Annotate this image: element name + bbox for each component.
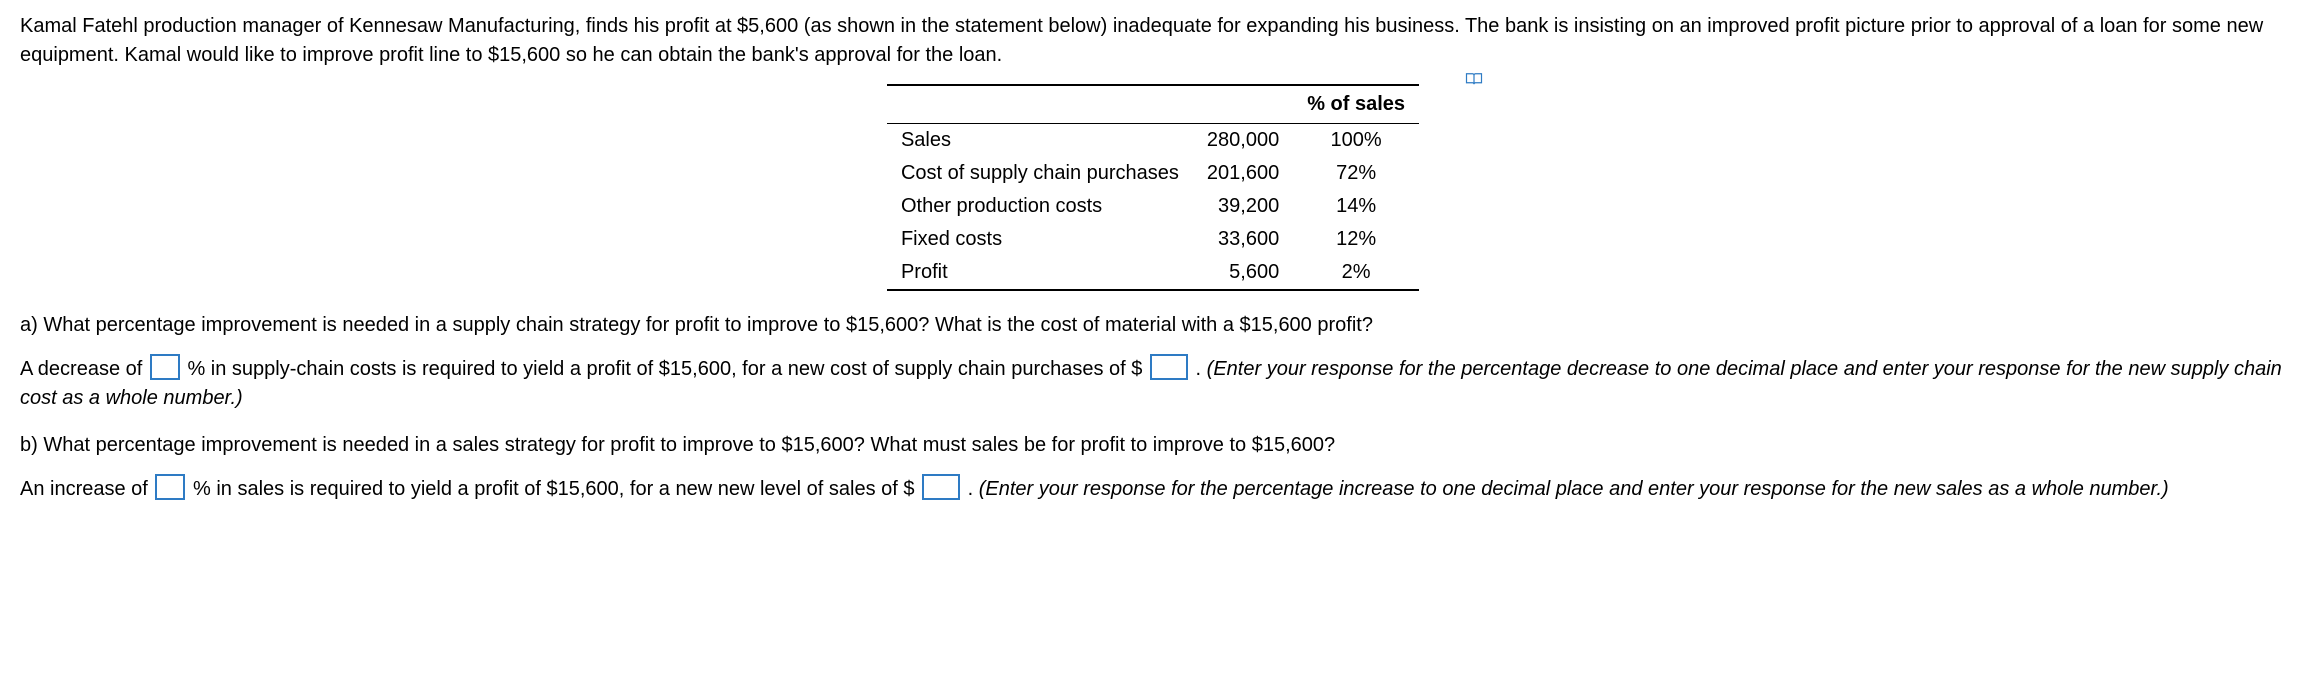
col-pct-header: % of sales bbox=[1293, 85, 1419, 124]
table-row: Cost of supply chain purchases 201,600 7… bbox=[887, 157, 1419, 190]
blank-new-supply-cost[interactable] bbox=[1150, 354, 1188, 380]
blank-percent-increase[interactable] bbox=[155, 474, 185, 500]
text-segment: . bbox=[968, 478, 979, 500]
answer-line-a: A decrease of % in supply-chain costs is… bbox=[20, 354, 2286, 413]
col-label-header bbox=[887, 85, 1193, 124]
row-label: Profit bbox=[887, 256, 1193, 290]
row-value: 280,000 bbox=[1193, 124, 1293, 158]
text-segment: % in sales is required to yield a profit… bbox=[193, 478, 915, 500]
row-pct: 2% bbox=[1293, 256, 1419, 290]
text-segment: A decrease of bbox=[20, 358, 148, 380]
row-value: 5,600 bbox=[1193, 256, 1293, 290]
blank-new-sales[interactable] bbox=[922, 474, 960, 500]
row-label: Other production costs bbox=[887, 190, 1193, 223]
table-row: Fixed costs 33,600 12% bbox=[887, 223, 1419, 256]
row-pct: 12% bbox=[1293, 223, 1419, 256]
row-label: Fixed costs bbox=[887, 223, 1193, 256]
hint-b: (Enter your response for the percentage … bbox=[979, 478, 2169, 500]
table-row: Sales 280,000 100% bbox=[887, 124, 1419, 158]
row-label: Cost of supply chain purchases bbox=[887, 157, 1193, 190]
row-pct: 72% bbox=[1293, 157, 1419, 190]
table-row: Other production costs 39,200 14% bbox=[887, 190, 1419, 223]
row-value: 201,600 bbox=[1193, 157, 1293, 190]
blank-percent-decrease[interactable] bbox=[150, 354, 180, 380]
table-row: Profit 5,600 2% bbox=[887, 256, 1419, 290]
row-label: Sales bbox=[887, 124, 1193, 158]
income-statement-table-wrap: % of sales Sales 280,000 100% Cost of su… bbox=[20, 84, 2286, 291]
row-value: 39,200 bbox=[1193, 190, 1293, 223]
row-pct: 100% bbox=[1293, 124, 1419, 158]
reference-icon[interactable] bbox=[1465, 66, 1483, 80]
question-a: a) What percentage improvement is needed… bbox=[20, 311, 2286, 340]
income-statement-table: % of sales Sales 280,000 100% Cost of su… bbox=[887, 84, 1419, 291]
text-segment: . bbox=[1196, 358, 1207, 380]
text-segment: An increase of bbox=[20, 478, 153, 500]
col-value-header bbox=[1193, 85, 1293, 124]
question-b: b) What percentage improvement is needed… bbox=[20, 431, 2286, 460]
row-value: 33,600 bbox=[1193, 223, 1293, 256]
intro-paragraph: Kamal Fatehl production manager of Kenne… bbox=[20, 12, 2286, 70]
row-pct: 14% bbox=[1293, 190, 1419, 223]
answer-line-b: An increase of % in sales is required to… bbox=[20, 474, 2286, 504]
text-segment: % in supply-chain costs is required to y… bbox=[187, 358, 1142, 380]
